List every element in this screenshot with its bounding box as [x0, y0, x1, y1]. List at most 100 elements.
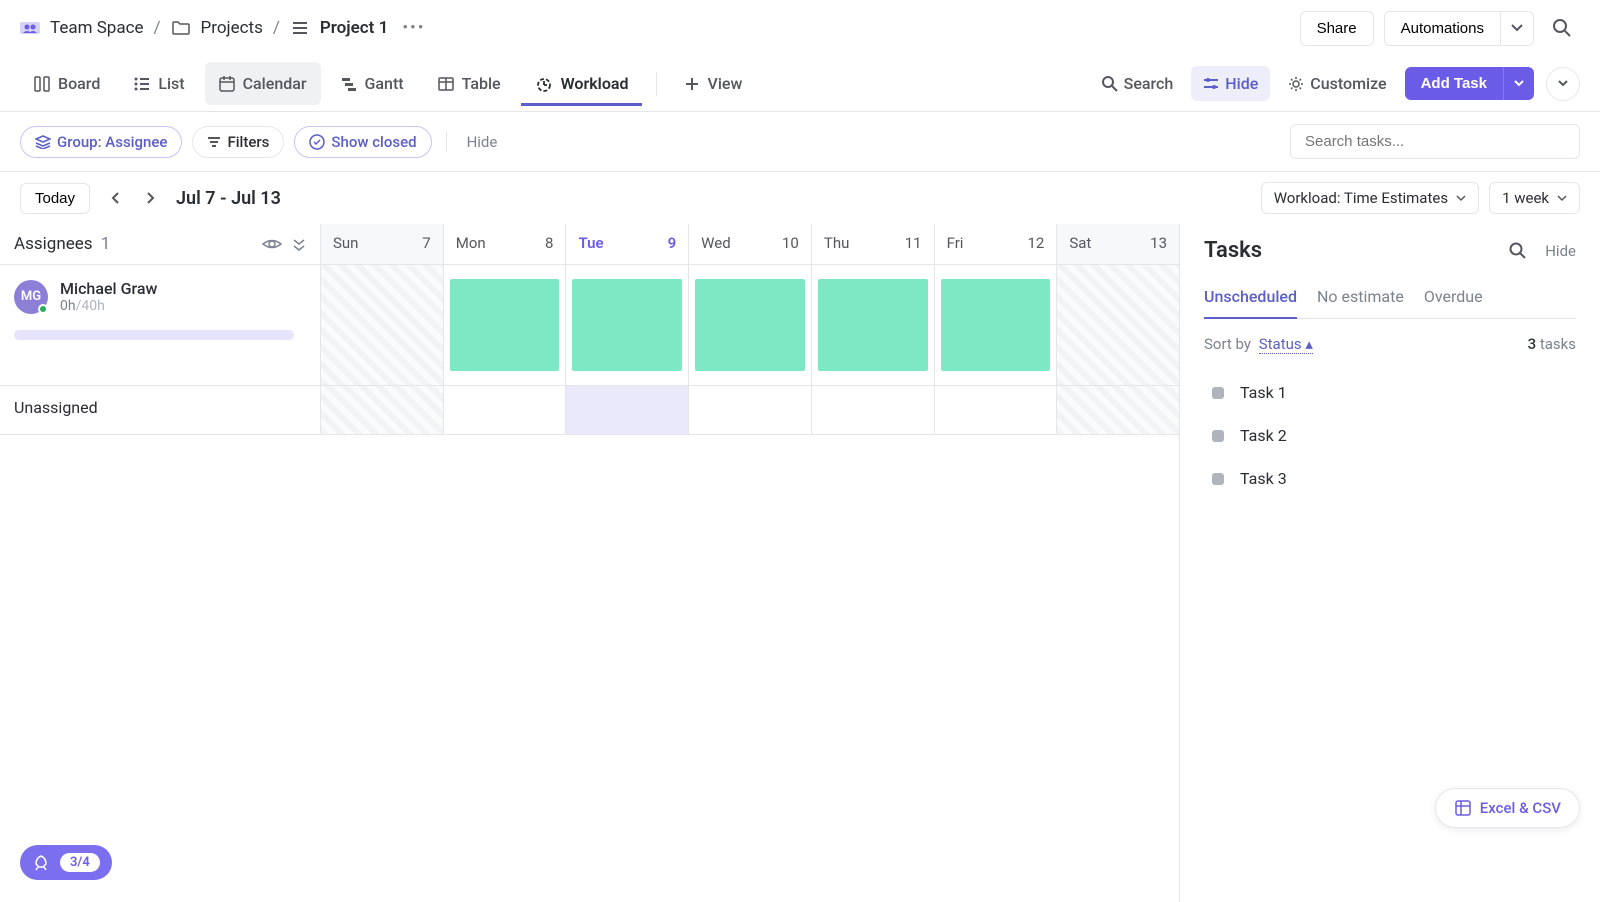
search-icon[interactable]: [1509, 242, 1527, 260]
list-icon: [290, 20, 310, 36]
workload-cell[interactable]: [320, 265, 443, 385]
breadcrumb-folder[interactable]: Projects: [201, 18, 263, 38]
breadcrumb-space[interactable]: Team Space: [50, 18, 144, 38]
day-header: Thu11: [811, 224, 934, 264]
workload-cell[interactable]: [934, 265, 1057, 385]
add-view-label: View: [707, 74, 742, 93]
view-board-label: Board: [58, 74, 100, 93]
add-task-button[interactable]: Add Task: [1405, 67, 1503, 100]
view-gantt[interactable]: Gantt: [327, 62, 418, 105]
view-gantt-label: Gantt: [365, 74, 404, 93]
chevron-down-icon: [1456, 195, 1466, 202]
prev-week[interactable]: [104, 187, 126, 209]
list-view-icon: [134, 77, 150, 91]
sort-by-label: Sort by: [1204, 335, 1251, 353]
workload-cell[interactable]: [688, 265, 811, 385]
workload-cell[interactable]: [1056, 265, 1179, 385]
workload-cell[interactable]: [934, 386, 1057, 434]
today-button[interactable]: Today: [20, 183, 90, 214]
day-header: Mon8: [443, 224, 566, 264]
workload-row-assignee: MG Michael Graw 0h/40h: [0, 265, 1179, 386]
filters-pill[interactable]: Filters: [192, 126, 284, 158]
group-pill[interactable]: Group: Assignee: [20, 126, 182, 158]
top-actions: Share Automations: [1300, 10, 1580, 46]
automations-dropdown[interactable]: [1500, 11, 1534, 46]
workload-grid: Assignees 1 Sun7Mon8Tue9Wed10Thu11Fri12S…: [0, 224, 1180, 902]
workload-mode-dropdown[interactable]: Workload: Time Estimates: [1261, 182, 1479, 214]
view-actions: Search Hide Customize Add Task: [1090, 66, 1580, 101]
span-dropdown[interactable]: 1 week: [1489, 182, 1580, 214]
onboarding-button[interactable]: 3/4: [20, 845, 112, 880]
show-closed-pill[interactable]: Show closed: [294, 126, 431, 158]
span-label: 1 week: [1502, 189, 1549, 207]
customize-action-label: Customize: [1310, 74, 1386, 93]
view-table[interactable]: Table: [424, 62, 515, 105]
workload-cell[interactable]: [565, 386, 688, 434]
workload-cell[interactable]: [811, 386, 934, 434]
tasks-hide[interactable]: Hide: [1545, 242, 1576, 260]
workload-cell[interactable]: [1056, 386, 1179, 434]
view-list-label: List: [158, 74, 184, 93]
search-icon: [1552, 18, 1572, 38]
date-controls: Workload: Time Estimates 1 week: [1261, 182, 1580, 214]
automations-group: Automations: [1384, 11, 1534, 46]
sort-field[interactable]: Status ▴: [1259, 335, 1313, 354]
excel-csv-button[interactable]: Excel & CSV: [1435, 788, 1580, 828]
spreadsheet-icon: [1454, 799, 1472, 817]
assignee-days: [320, 265, 1179, 385]
breadcrumb: Team Space / Projects / Project 1 •••: [20, 18, 430, 38]
search-icon-button[interactable]: [1544, 10, 1580, 46]
gear-icon: [1288, 76, 1304, 92]
check-circle-icon: [309, 134, 325, 150]
workload-cell[interactable]: [443, 265, 566, 385]
progress-bar: [14, 330, 294, 340]
search-tasks-input[interactable]: [1290, 124, 1580, 159]
folder-icon: [171, 20, 191, 36]
workload-cell[interactable]: [443, 386, 566, 434]
view-list[interactable]: List: [120, 62, 198, 105]
task-name: Task 1: [1240, 383, 1287, 402]
workload-cell[interactable]: [320, 386, 443, 434]
layers-icon: [35, 135, 51, 149]
next-week[interactable]: [140, 187, 162, 209]
hide-action[interactable]: Hide: [1191, 66, 1270, 101]
eye-icon[interactable]: [262, 237, 282, 251]
unassigned-days: [320, 386, 1179, 434]
view-board[interactable]: Board: [20, 62, 114, 105]
view-calendar[interactable]: Calendar: [205, 62, 321, 105]
assignee-side[interactable]: MG Michael Graw 0h/40h: [0, 265, 320, 385]
task-status-dot: [1212, 387, 1224, 399]
automations-button[interactable]: Automations: [1384, 11, 1500, 46]
tab-overdue[interactable]: Overdue: [1424, 279, 1483, 318]
workload-cell[interactable]: [688, 386, 811, 434]
workload-cell[interactable]: [565, 265, 688, 385]
view-workload[interactable]: Workload: [521, 62, 643, 105]
unassigned-side[interactable]: Unassigned: [0, 386, 320, 434]
add-task-dropdown[interactable]: [1503, 67, 1534, 100]
hide-action-label: Hide: [1225, 74, 1258, 93]
day-header: Sun7: [320, 224, 443, 264]
tab-unscheduled[interactable]: Unscheduled: [1204, 279, 1297, 318]
workload-cell[interactable]: [811, 265, 934, 385]
tasks-title: Tasks: [1204, 238, 1262, 263]
filter-hide[interactable]: Hide: [461, 133, 504, 151]
main: Assignees 1 Sun7Mon8Tue9Wed10Thu11Fri12S…: [0, 224, 1600, 902]
tab-no-estimate[interactable]: No estimate: [1317, 279, 1404, 318]
customize-action[interactable]: Customize: [1276, 66, 1398, 101]
task-item[interactable]: Task 2: [1204, 414, 1576, 457]
collapse-icon[interactable]: [292, 237, 306, 251]
filterbar: Group: Assignee Filters Show closed Hide: [0, 112, 1600, 172]
task-item[interactable]: Task 1: [1204, 371, 1576, 414]
more-icon[interactable]: •••: [398, 18, 429, 38]
breadcrumb-sep: /: [273, 18, 280, 38]
breadcrumb-project[interactable]: Project 1: [320, 18, 388, 38]
task-item[interactable]: Task 3: [1204, 457, 1576, 500]
avatar-initials: MG: [21, 289, 41, 304]
search-action[interactable]: Search: [1090, 66, 1186, 101]
add-view[interactable]: View: [671, 62, 756, 105]
calendar-icon: [219, 76, 235, 92]
filters: Group: Assignee Filters Show closed Hide: [20, 126, 503, 158]
filters-pill-label: Filters: [227, 133, 269, 151]
share-button[interactable]: Share: [1300, 11, 1374, 46]
more-circle-button[interactable]: [1546, 67, 1580, 101]
